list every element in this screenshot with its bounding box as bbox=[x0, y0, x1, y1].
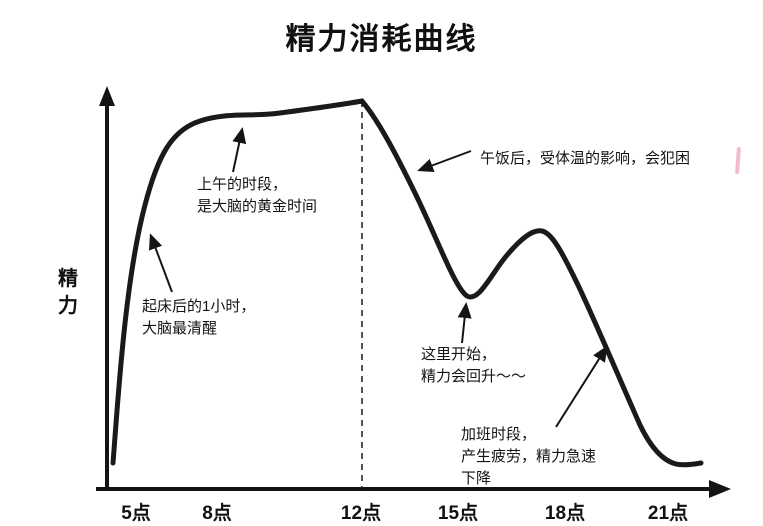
annotation-morning-line2: 是大脑的黄金时间 bbox=[197, 197, 318, 215]
wakeup-arrow-icon bbox=[149, 233, 173, 293]
y-axis-arrowhead-icon bbox=[99, 86, 115, 106]
annotation-overtime: 加班时段， 产生疲劳，精力急速 下降 bbox=[461, 424, 596, 489]
annotation-afterlunch: 午饭后，受体温的影响，会犯困 bbox=[480, 148, 690, 170]
annotation-wakeup-line1: 起床后的1小时， bbox=[142, 298, 256, 315]
x-tick-15: 15点 bbox=[437, 503, 479, 524]
x-tick-8: 8点 bbox=[202, 503, 232, 524]
rebound-arrow-icon bbox=[457, 302, 472, 344]
x-tick-5: 5点 bbox=[121, 503, 151, 524]
annotation-rebound-line1: 这里开始， bbox=[421, 346, 497, 363]
x-tick-12: 12点 bbox=[340, 503, 382, 524]
annotation-wakeup-line2: 大脑最清醒 bbox=[142, 319, 218, 337]
x-axis-arrowhead-icon bbox=[709, 480, 731, 498]
energy-curve bbox=[110, 98, 704, 468]
afterlunch-arrow-icon bbox=[417, 150, 472, 173]
x-tick-18: 18点 bbox=[544, 503, 586, 524]
annotation-wakeup: 起床后的1小时， 大脑最清醒 bbox=[142, 296, 255, 340]
chart-title: 精力消耗曲线 bbox=[285, 23, 478, 56]
annotation-overtime-line2: 产生疲劳，精力急速 bbox=[461, 447, 597, 465]
annotation-afterlunch-line1: 午饭后，受体温的影响，会犯困 bbox=[480, 150, 691, 167]
annotation-morning-line1: 上午的时段， bbox=[197, 176, 288, 193]
y-axis-label: 精力 bbox=[58, 268, 78, 317]
x-tick-21: 21点 bbox=[647, 503, 689, 524]
annotation-rebound: 这里开始， 精力会回升～～ bbox=[421, 344, 526, 388]
overtime-arrow-icon bbox=[555, 345, 608, 428]
annotation-rebound-line2: 精力会回升～～ bbox=[421, 367, 527, 385]
annotation-overtime-line3: 下降 bbox=[461, 469, 492, 487]
annotation-morning: 上午的时段， 是大脑的黄金时间 bbox=[197, 174, 317, 218]
morning-arrow-icon bbox=[232, 127, 247, 173]
annotation-overtime-line1: 加班时段， bbox=[461, 426, 537, 443]
